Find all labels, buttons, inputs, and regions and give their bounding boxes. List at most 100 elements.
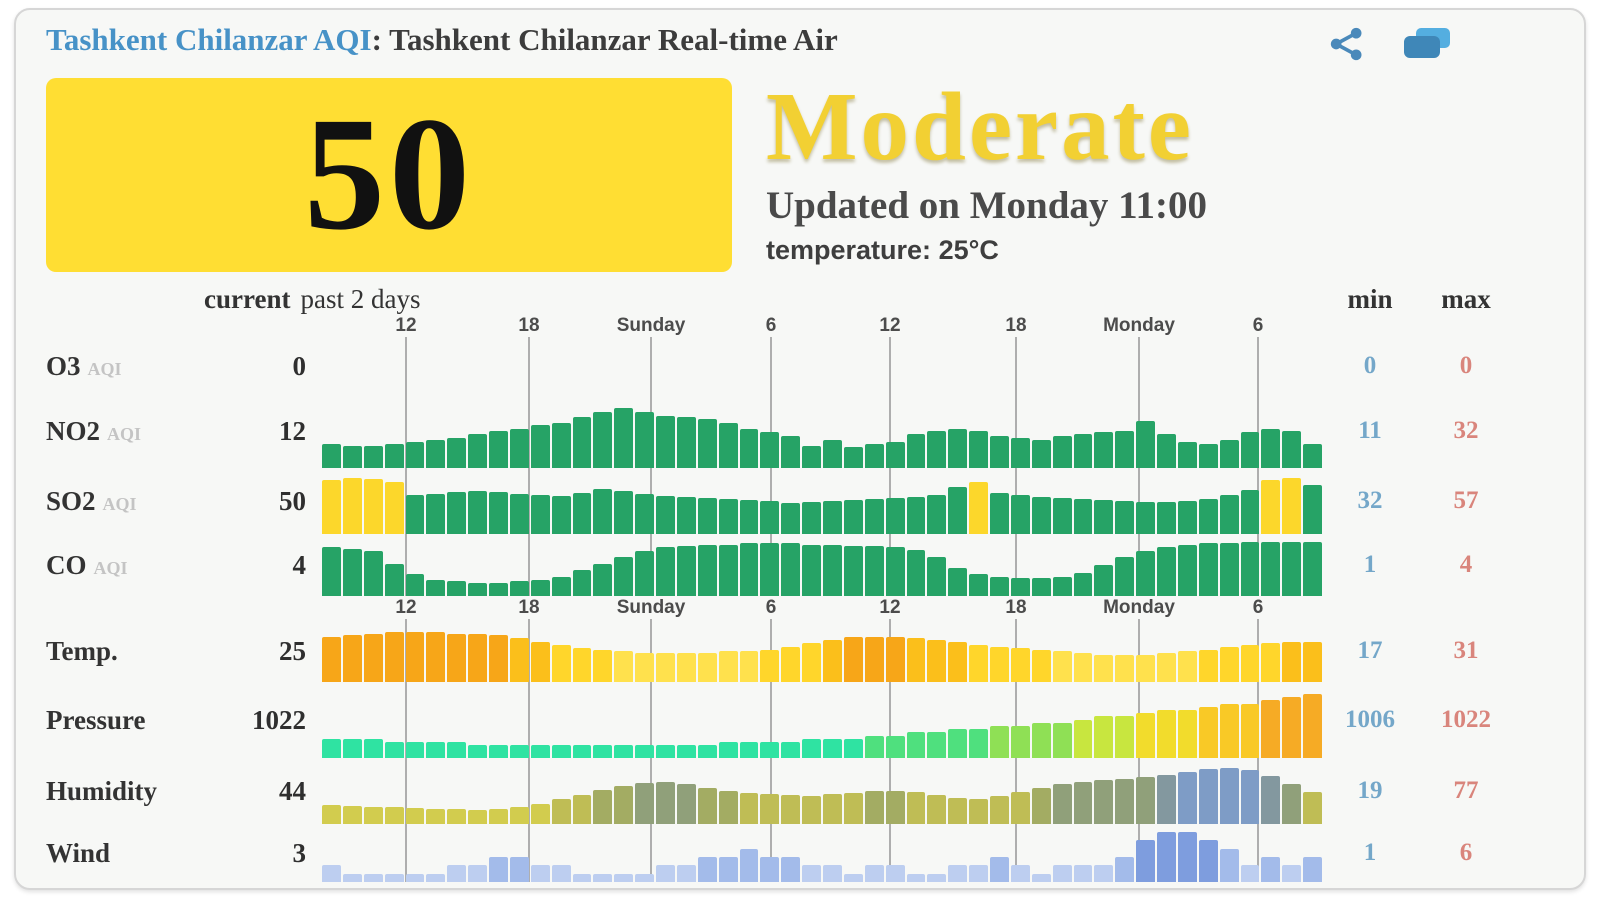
bar — [1240, 489, 1260, 534]
bar — [1240, 703, 1260, 758]
bar — [739, 742, 759, 758]
bar — [1303, 792, 1322, 824]
copy-icon[interactable] — [1398, 24, 1454, 69]
bar — [1240, 432, 1260, 468]
time-axis-label: Sunday — [616, 597, 686, 618]
bar — [823, 640, 842, 682]
bar — [1303, 443, 1322, 468]
bar — [739, 499, 759, 534]
row-label-no2: NO2 AQI — [46, 415, 142, 446]
bar — [885, 735, 905, 758]
bar — [1261, 776, 1281, 824]
bars-co — [322, 542, 1322, 596]
bar — [530, 803, 550, 824]
bar — [1031, 578, 1051, 596]
bar — [1115, 654, 1135, 682]
bars-temp — [322, 632, 1322, 682]
bar — [1052, 497, 1072, 534]
widget-header: Tashkent Chilanzar AQI: Tashkent Chilanz… — [46, 22, 1558, 72]
bar — [802, 738, 821, 758]
bar — [1031, 787, 1051, 824]
time-axis-label: 12 — [879, 597, 901, 618]
bar — [802, 865, 821, 882]
bar — [1010, 865, 1030, 882]
bar — [1115, 500, 1135, 534]
bar — [1157, 434, 1176, 468]
aqi-value-box: 50 — [46, 78, 732, 272]
bar — [864, 443, 884, 468]
bar — [593, 789, 613, 824]
bar — [697, 544, 717, 596]
bar — [468, 865, 487, 882]
bar — [530, 865, 550, 882]
bar — [405, 808, 425, 824]
bar — [1094, 780, 1114, 824]
share-icon[interactable] — [1326, 24, 1368, 69]
bar — [322, 805, 341, 824]
max-value-pressure: 1022 — [1441, 706, 1491, 733]
time-axis-weather: 12 18 Sunday 6 12 18 Monday 6 — [322, 596, 1322, 620]
table-row-temp: Temp. 25 17 31 — [46, 620, 1558, 682]
bar — [405, 632, 425, 682]
bar — [781, 543, 801, 596]
bar — [1198, 840, 1218, 882]
bar — [1073, 865, 1093, 882]
bar — [614, 786, 634, 824]
past-2-days-header: past 2 days — [300, 284, 421, 314]
bar — [1240, 770, 1260, 824]
bar — [426, 439, 446, 468]
bar — [468, 490, 487, 534]
bar — [676, 496, 696, 534]
bar — [1198, 649, 1218, 682]
bar — [885, 441, 905, 468]
aqi-sub-label: AQI — [107, 423, 142, 444]
bar — [363, 633, 383, 682]
bar — [1094, 432, 1114, 468]
bar — [1031, 439, 1051, 468]
bar — [1282, 542, 1302, 596]
bar — [1073, 434, 1093, 468]
time-axis-label: 18 — [1005, 597, 1027, 618]
bar — [593, 649, 613, 682]
bar — [823, 439, 842, 468]
bar — [551, 423, 571, 468]
bar — [676, 546, 696, 596]
bar — [593, 745, 613, 758]
bar — [342, 478, 362, 534]
bar — [489, 745, 508, 758]
row-label-so2: SO2 AQI — [46, 485, 137, 516]
bar — [676, 652, 696, 682]
aqi-sub-label: AQI — [102, 493, 137, 514]
bar — [551, 644, 571, 682]
row-label-wind: Wind — [46, 837, 111, 868]
bar — [906, 550, 926, 596]
bar — [656, 745, 675, 758]
bar — [426, 873, 446, 882]
time-axis-label: 18 — [1005, 315, 1027, 336]
bar — [990, 492, 1009, 534]
bar — [530, 579, 550, 596]
table-row-humidity: Humidity 44 19 77 — [46, 758, 1558, 824]
bar — [906, 792, 926, 824]
bar — [823, 865, 842, 882]
bar — [614, 745, 634, 758]
current-value-humidity: 44 — [279, 775, 306, 806]
bar — [1052, 577, 1072, 596]
aqi-summary-text: Moderate Updated on Monday 11:00 tempera… — [766, 77, 1207, 276]
time-axis-label: 6 — [765, 315, 777, 336]
bar — [990, 436, 1009, 468]
bar — [969, 644, 988, 682]
bar — [1198, 706, 1218, 758]
bar — [676, 865, 696, 882]
bar — [614, 651, 634, 682]
bar — [447, 742, 467, 758]
bar — [948, 865, 968, 882]
bar — [1010, 494, 1030, 534]
bar — [1261, 700, 1281, 758]
bar — [1031, 496, 1051, 534]
bar — [468, 434, 487, 468]
bar — [885, 865, 905, 882]
min-value-wind: 1 — [1363, 839, 1377, 866]
station-link[interactable]: Tashkent Chilanzar AQI — [46, 22, 372, 57]
bar — [509, 857, 529, 882]
